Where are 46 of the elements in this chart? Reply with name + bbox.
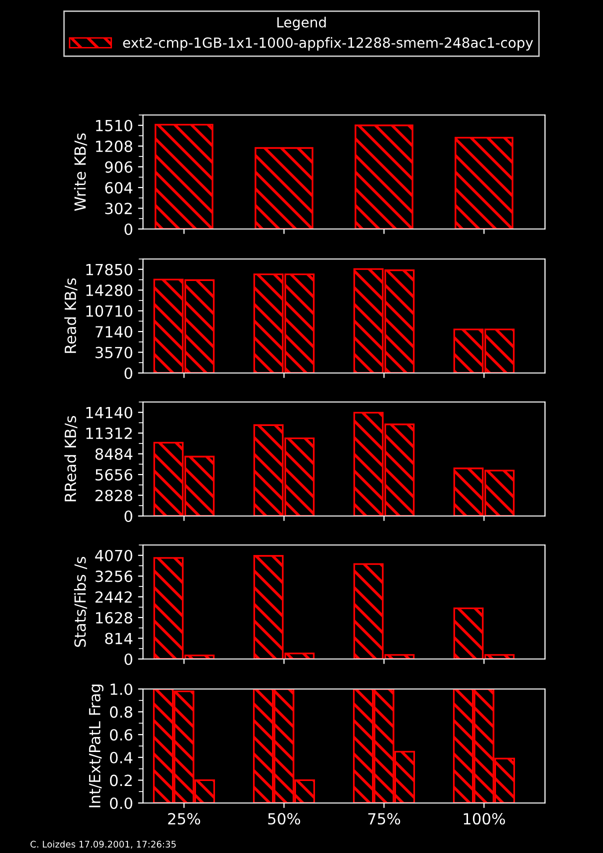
y-axis-title: Int/Ext/PatL Frag	[89, 684, 104, 808]
y-tick-label: 0.4	[110, 752, 132, 764]
y-tick-label: 11312	[86, 428, 132, 440]
y-tick-label: 3570	[96, 346, 132, 358]
y-tick-label: 10710	[86, 305, 132, 317]
y-tick-label: 14280	[86, 284, 132, 296]
legend-title: Legend	[277, 16, 326, 30]
x-tick-label: 50%	[268, 812, 300, 825]
y-tick-label: 0	[124, 653, 132, 666]
y-tick-label: 14140	[86, 406, 132, 418]
bar	[354, 124, 414, 229]
x-tick-label: 100%	[464, 812, 505, 825]
y-tick-label: 8484	[95, 448, 132, 460]
y-tick-label: 1628	[96, 612, 132, 624]
x-tick-label: 25%	[168, 812, 200, 825]
legend-label: ext2-cmp-1GB-1x1-1000-appfix-12288-smem-248ac1-copy	[123, 37, 533, 51]
y-tick-label: 7140	[96, 326, 132, 338]
y-tick-label: 1208	[96, 140, 132, 152]
y-tick-label: 2442	[96, 591, 132, 603]
y-tick-label: 17850	[86, 264, 132, 276]
y-tick-label: 0.0	[110, 797, 132, 810]
y-axis-title: Read KB/s	[64, 278, 78, 353]
y-tick-label: 0	[124, 510, 132, 522]
y-axis-title: Write KB/s	[74, 133, 88, 211]
bar	[154, 124, 214, 229]
y-tick-label: 0.2	[110, 774, 132, 786]
y-tick-label: 1.0	[110, 683, 132, 696]
y-tick-label: 906	[105, 161, 132, 173]
y-axis-title: Stats/Fibs /s	[74, 556, 88, 647]
x-tick-label: 75%	[368, 812, 400, 825]
y-tick-label: 0	[124, 367, 132, 380]
y-tick-label: 604	[105, 182, 132, 194]
y-tick-label: 5656	[96, 469, 132, 481]
y-tick-label: 0.8	[110, 706, 132, 718]
y-tick-label: 0.6	[110, 729, 132, 741]
y-tick-label: 2828	[96, 490, 132, 502]
bar	[454, 136, 514, 229]
y-tick-label: 1510	[96, 120, 132, 132]
bar	[254, 147, 314, 229]
y-tick-label: 814	[105, 632, 132, 644]
y-tick-label: 0	[124, 223, 132, 236]
y-tick-label: 4070	[95, 550, 132, 562]
y-tick-label: 302	[105, 202, 132, 214]
y-tick-label: 3256	[96, 570, 132, 582]
text: C. Loizdes 17.09.2001, 17:26:35	[30, 840, 176, 849]
y-axis-title: RRead KB/s	[64, 416, 78, 502]
